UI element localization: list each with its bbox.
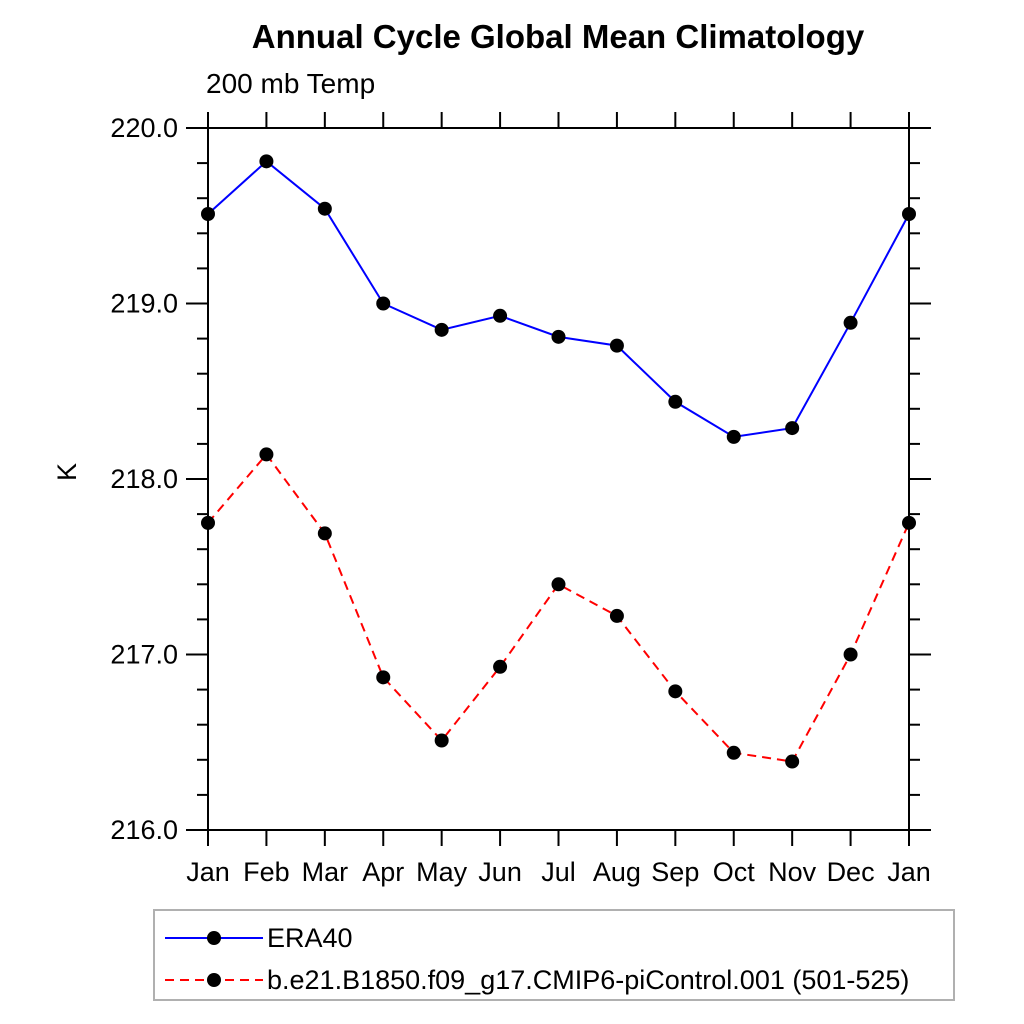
- legend-marker-circle-icon: [207, 931, 221, 945]
- data-point-marker: [785, 421, 800, 436]
- data-point-marker: [259, 447, 274, 462]
- data-point-marker: [434, 733, 449, 748]
- data-point-marker: [843, 315, 858, 330]
- data-point-marker: [376, 296, 391, 311]
- legend-marker-circle-icon: [207, 973, 221, 987]
- legend: ERA40 b.e21.B1850.f09_g17.CMIP6-piContro…: [153, 909, 955, 1001]
- data-point-marker: [551, 329, 566, 344]
- data-point-marker: [493, 659, 508, 674]
- x-axis-tick-label: Sep: [651, 857, 699, 887]
- legend-line-sample-dashed: [165, 973, 263, 987]
- legend-entry-picontrol: b.e21.B1850.f09_g17.CMIP6-piControl.001 …: [155, 963, 953, 997]
- x-axis-tick-label: Jun: [478, 857, 522, 887]
- y-axis-tick-label: 220.0: [110, 113, 178, 143]
- data-point-marker: [201, 515, 215, 530]
- y-axis-tick-label: 217.0: [110, 640, 178, 670]
- x-axis-tick-label: Jan: [887, 857, 931, 887]
- data-point-marker: [259, 154, 274, 169]
- legend-entry-era40: ERA40: [155, 921, 953, 955]
- x-axis-tick-label: Mar: [302, 857, 349, 887]
- data-point-marker: [609, 608, 624, 623]
- x-axis-tick-label: Apr: [362, 857, 404, 887]
- data-point-marker: [376, 670, 391, 685]
- data-point-marker: [843, 647, 858, 662]
- x-axis-tick-label: Jul: [541, 857, 576, 887]
- x-axis-tick-label: Oct: [713, 857, 756, 887]
- data-point-marker: [902, 515, 916, 530]
- legend-label-era40: ERA40: [267, 923, 353, 953]
- x-axis-tick-label: Jan: [186, 857, 230, 887]
- x-axis-tick-label: May: [416, 857, 468, 887]
- data-point-marker: [726, 745, 741, 760]
- data-point-marker: [726, 429, 741, 444]
- legend-line-sample-solid: [165, 931, 263, 945]
- series-line-picontrol: [207, 452, 910, 763]
- data-point-marker: [493, 308, 508, 323]
- legend-label-picontrol: b.e21.B1850.f09_g17.CMIP6-piControl.001 …: [267, 965, 910, 995]
- y-axis-tick-label: 218.0: [110, 464, 178, 494]
- data-point-marker: [434, 322, 449, 337]
- x-axis-tick-label: Dec: [827, 857, 875, 887]
- data-point-marker: [201, 206, 215, 221]
- data-point-marker: [551, 577, 566, 592]
- y-axis-tick-label: 216.0: [110, 815, 178, 845]
- data-point-marker: [317, 201, 332, 216]
- x-axis-tick-label: Aug: [593, 857, 641, 887]
- data-point-marker: [609, 338, 624, 353]
- x-axis-tick-label: Feb: [243, 857, 290, 887]
- data-point-marker: [668, 684, 683, 699]
- data-point-marker: [785, 754, 800, 769]
- chart-subtitle: 200 mb Temp: [206, 68, 376, 99]
- y-axis-tick-label: 219.0: [110, 289, 178, 319]
- data-point-marker: [317, 526, 332, 541]
- chart-title: Annual Cycle Global Mean Climatology: [251, 18, 865, 55]
- plot-border: [207, 127, 910, 831]
- series-line-era40: [207, 160, 910, 438]
- data-point-marker: [902, 206, 916, 221]
- data-point-marker: [668, 394, 683, 409]
- x-axis-tick-label: Nov: [768, 857, 817, 887]
